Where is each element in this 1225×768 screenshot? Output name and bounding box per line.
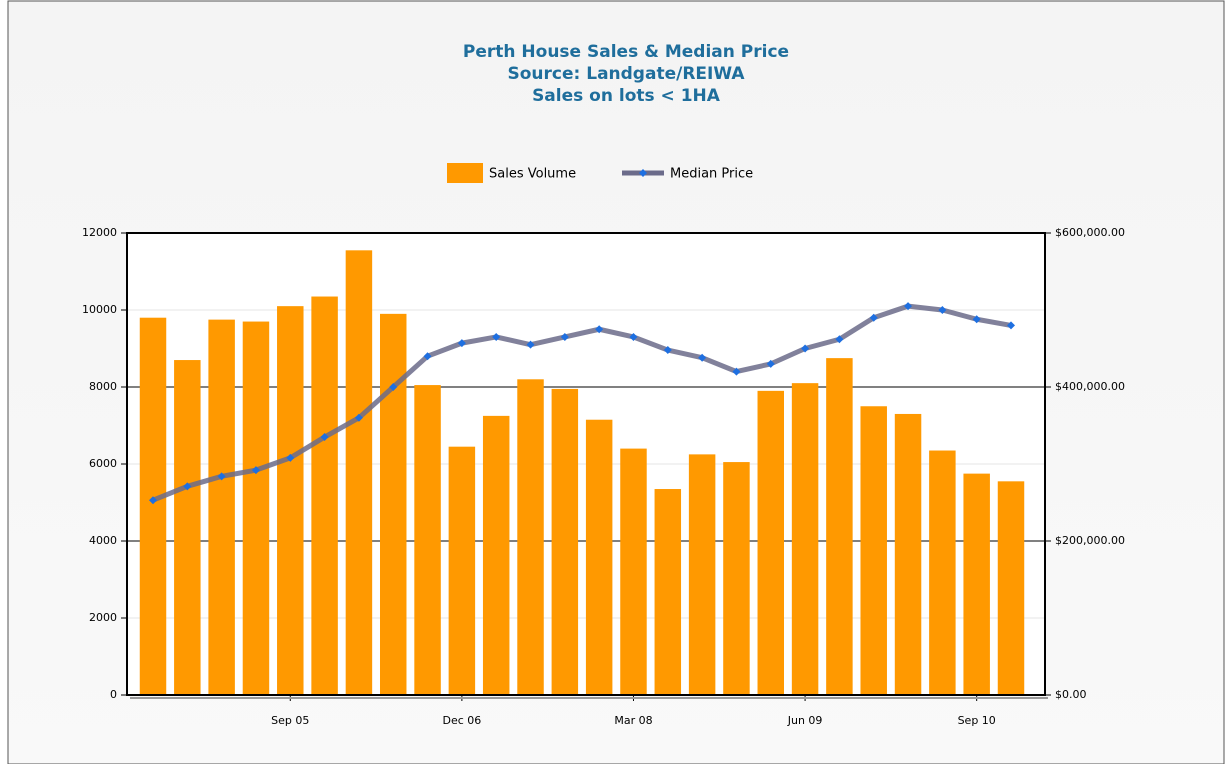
bar [517, 379, 544, 695]
chart-subtitle: Source: Landgate/REIWA [508, 64, 746, 84]
line-marker [732, 367, 741, 376]
line [152, 303, 1012, 503]
bar [688, 454, 716, 695]
bar [242, 321, 270, 695]
y2-tick-label: $600,000.00 [1055, 226, 1125, 239]
line-marker [183, 482, 192, 491]
x-tick-label: Jun 09 [787, 714, 823, 727]
plot-border [126, 232, 1046, 696]
line-marker [629, 332, 638, 341]
line-marker [217, 472, 226, 481]
legend-label: Sales Volume [489, 167, 576, 182]
line-marker [251, 466, 260, 475]
bar [894, 413, 922, 695]
x-tick-label: Sep 10 [958, 714, 996, 727]
legend-swatch [447, 163, 483, 183]
line-marker [560, 332, 569, 341]
line-marker [835, 335, 844, 344]
line-marker [766, 359, 775, 368]
line-marker [457, 339, 466, 348]
line-marker [286, 453, 295, 462]
line-marker [1007, 321, 1015, 330]
bar [345, 250, 373, 695]
line-marker [526, 340, 535, 349]
x-tick-label: Dec 06 [442, 714, 481, 727]
bar [208, 319, 235, 695]
y-tick-label: 4000 [89, 534, 117, 547]
y-tick-label: 10000 [82, 303, 117, 316]
line-marker [801, 344, 810, 353]
bar [757, 390, 785, 695]
x-tick-label: Sep 05 [271, 714, 309, 727]
line-marker [904, 302, 913, 311]
bar [620, 448, 647, 695]
y-tick-label: 0 [110, 688, 117, 701]
bar [826, 358, 853, 695]
line-marker [663, 346, 672, 355]
line-marker [149, 496, 157, 505]
bar [860, 406, 887, 695]
y-tick-label: 6000 [89, 457, 117, 470]
bar [277, 306, 304, 695]
bar [482, 415, 510, 695]
y-tick-label: 2000 [89, 611, 117, 624]
y-tick-label: 12000 [82, 226, 117, 239]
chart-title: Perth House Sales & Median Price [463, 42, 789, 62]
line-marker [389, 383, 398, 391]
bar [585, 419, 613, 695]
bar [311, 296, 338, 695]
x-tick-label: Mar 08 [614, 714, 652, 727]
bar [414, 385, 441, 695]
bar [379, 313, 407, 695]
bar [791, 383, 819, 695]
legend-swatch [639, 169, 647, 177]
y2-tick-label: $0.00 [1055, 688, 1087, 701]
chart-subtitle: Sales on lots < 1HA [532, 86, 721, 106]
line-marker [972, 315, 981, 324]
y2-tick-label: $200,000.00 [1055, 534, 1125, 547]
bar [963, 473, 990, 695]
bar [997, 481, 1025, 695]
line-marker [938, 306, 947, 314]
bar [654, 489, 682, 695]
bar [448, 446, 476, 695]
line-marker [423, 352, 432, 361]
bar [174, 360, 201, 695]
y2-tick-label: $400,000.00 [1055, 380, 1125, 393]
line-marker [492, 332, 501, 341]
bar [929, 450, 956, 695]
bar [551, 388, 579, 695]
line-marker [354, 413, 363, 422]
y-tick-label: 8000 [89, 380, 117, 393]
line-marker [869, 313, 878, 322]
bar [723, 462, 750, 695]
line-marker [698, 353, 707, 362]
line-marker [320, 433, 329, 442]
line-marker [595, 325, 604, 334]
legend-label: Median Price [670, 167, 753, 182]
bar [139, 317, 167, 695]
